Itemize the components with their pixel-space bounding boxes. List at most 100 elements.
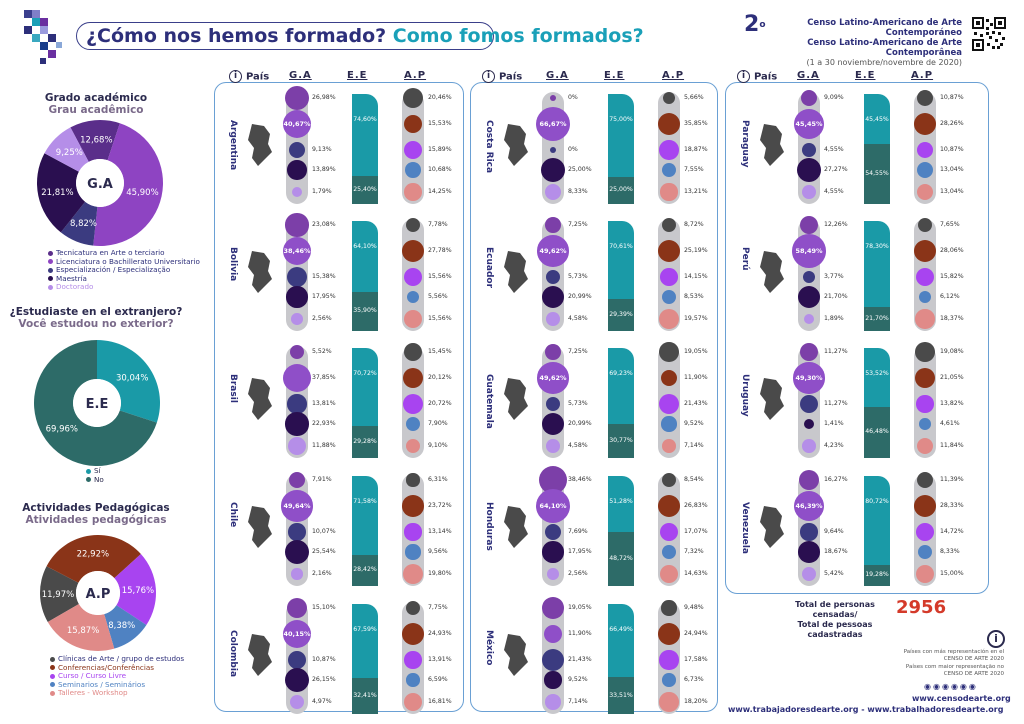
ga-bubble: [287, 160, 307, 180]
column-header-ee: E.E: [604, 70, 625, 81]
ga-bubble: [288, 523, 306, 541]
legend-swatch: [50, 682, 55, 688]
ap-value: 15,53%: [428, 120, 452, 127]
ga-value: 21,70%: [824, 293, 848, 300]
country-map-icon: [760, 124, 784, 166]
ga-bubble: [798, 469, 820, 491]
legend-label: Conferencias/Conferências: [58, 662, 155, 672]
country-map-icon: [760, 378, 784, 420]
ap-bubble: [661, 416, 677, 432]
legend-label: Sí: [94, 466, 101, 475]
ee-bar: 67,59% 32,41%: [352, 604, 378, 714]
ga-value: 49,30%: [795, 374, 823, 382]
legend-swatch: [48, 259, 53, 265]
ee-value-no: 46,48%: [865, 428, 889, 436]
ap-value: 7,55%: [684, 166, 704, 173]
ee-value-si: 64,10%: [353, 243, 377, 250]
donut-slice-1: [46, 535, 141, 583]
ap-value: 21,05%: [940, 374, 964, 381]
ga-value: 9,13%: [312, 146, 332, 153]
ap-bubble: [914, 367, 936, 389]
ap-value: 11,90%: [684, 374, 708, 381]
ap-value: 7,75%: [428, 604, 448, 611]
ap-bubble: [402, 563, 423, 584]
ap-value: 7,14%: [684, 442, 704, 449]
legend-swatch: [48, 250, 53, 256]
column-header-ee: E.E: [347, 70, 368, 81]
ap-bubble: [402, 87, 424, 109]
ap-value: 20,46%: [428, 94, 452, 101]
ap-bubble: [402, 367, 424, 389]
site-link-trabajadores[interactable]: www.trabajadoresdearte.org - www.trabalh…: [728, 705, 1004, 714]
ga-bubble: [541, 158, 565, 182]
ga-bubble: [546, 312, 560, 326]
ga-bubble: [284, 539, 310, 565]
ee-legend: Sí No: [86, 466, 104, 484]
info-icon[interactable]: i: [737, 70, 750, 83]
info-icon[interactable]: i: [229, 70, 242, 83]
ee-value-no: 29,39%: [609, 310, 633, 318]
ap-bubble: [661, 289, 677, 305]
ga-value: 58,49%: [795, 247, 823, 255]
ap-bubble: [917, 90, 933, 106]
ga-bubble: [793, 490, 825, 522]
column-header-pais: i País: [737, 70, 777, 83]
ap-bubble: [659, 692, 679, 712]
ap-value: 16,81%: [428, 698, 452, 705]
donut-slice-1: [34, 340, 157, 466]
ga-bubble: [793, 108, 825, 140]
country-name: Guatemala: [484, 374, 494, 429]
legend-label: Talleres - Workshop: [58, 688, 128, 698]
ee-bar-no: [864, 564, 890, 586]
info-icon[interactable]: i: [482, 70, 495, 83]
note-representation-pt: Países com maior representação no CENSO …: [905, 664, 1004, 677]
ga-value: 1,41%: [824, 420, 844, 427]
ga-value: 26,15%: [312, 676, 336, 683]
ga-bubble: [802, 143, 816, 157]
donut-label-3: 21,81%: [41, 188, 73, 198]
ga-value: 26,98%: [312, 94, 336, 101]
site-link-censodearte[interactable]: www.censodearte.org: [912, 694, 1011, 703]
ap-section-title: Actividades Pedagógicas Atividades pedagó…: [22, 502, 170, 526]
donut-slice-0: [97, 340, 160, 423]
ap-value: 18,20%: [684, 698, 708, 705]
legend-swatch: [50, 656, 55, 662]
ap-bubble: [660, 183, 678, 201]
ga-value: 0%: [568, 146, 578, 153]
country-name: Bolivia: [228, 247, 238, 282]
ap-bubble: [658, 240, 680, 262]
ap-value: 20,72%: [428, 400, 452, 407]
ga-value: 66,67%: [539, 120, 567, 128]
ap-value: 25,19%: [684, 247, 708, 254]
ga-value: 7,14%: [568, 698, 588, 705]
info-icon[interactable]: i: [987, 630, 1005, 648]
ap-value: 7,90%: [428, 420, 448, 427]
column-header-pais: i País: [229, 70, 269, 83]
ga-value: 5,73%: [568, 400, 588, 407]
country-map-icon: [248, 251, 272, 293]
ap-bubble: [402, 240, 424, 262]
country-name: Perú: [740, 247, 750, 271]
ee-bar-no: [352, 425, 378, 458]
ap-bubble: [919, 418, 931, 430]
ga-value: 13,89%: [312, 166, 336, 173]
ga-value: 4,58%: [568, 442, 588, 449]
census-es: Censo Latino-Americano de Arte Contempor…: [807, 18, 962, 38]
ga-bubble: [287, 598, 307, 618]
ap-bubble: [661, 472, 677, 488]
donut-center-label: G.A: [87, 177, 113, 192]
ap-bubble: [917, 142, 933, 158]
ga-bubble: [284, 667, 310, 693]
ga-value: 22,93%: [312, 420, 336, 427]
ap-legend: Clínicas de Arte / grupo de estudos Confe…: [50, 654, 184, 698]
ap-bubble: [405, 438, 421, 454]
ee-value-no: 25,00%: [609, 186, 633, 194]
ap-bubble: [658, 393, 680, 415]
social-icons[interactable]: ◉◉◉◉◉◉: [924, 682, 978, 691]
donut-label-2: 8,82%: [70, 219, 97, 229]
ap-value: 10,87%: [940, 94, 964, 101]
ga-bubble: [542, 541, 564, 563]
qr-code-icon[interactable]: [972, 17, 1006, 51]
ap-value: 27,78%: [428, 247, 452, 254]
country-map-icon: [504, 378, 528, 420]
